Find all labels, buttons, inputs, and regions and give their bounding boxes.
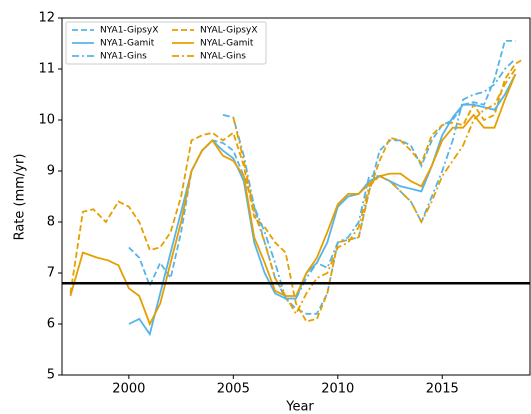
series-line — [232, 68, 517, 316]
y-tick-label: 7 — [47, 266, 55, 281]
series-line — [69, 58, 525, 323]
x-tick-label: 2005 — [217, 382, 250, 397]
plot-frame — [61, 17, 531, 376]
legend: NYA1-GipsyX NYAL-GipsyX NYA1-Gamit NYAL-Gam… — [65, 21, 267, 65]
series-line — [69, 73, 517, 327]
x-tick-label: 2015 — [426, 382, 459, 397]
y-tick-label: 5 — [47, 368, 55, 383]
series-line — [128, 73, 517, 337]
y-tick-label: 8 — [47, 215, 55, 230]
x-axis-label: Year — [285, 400, 314, 414]
y-tick-label: 10 — [38, 113, 55, 128]
legend-box — [65, 21, 267, 65]
y-tick-label: 11 — [38, 62, 55, 77]
x-tick-label: 2000 — [112, 382, 145, 397]
legend-label: NYA1-Gins — [100, 52, 147, 62]
y-axis-label: Rate (mm/yr) — [13, 154, 28, 241]
series-line — [222, 58, 517, 300]
legend-label: NYAL-Gamit — [200, 39, 254, 49]
series-line — [128, 40, 516, 315]
legend-label: NYAL-Gins — [200, 52, 246, 62]
legend-label: NYA1-Gamit — [100, 39, 155, 49]
legend-label: NYAL-GipsyX — [200, 26, 258, 36]
x-tick-label: 2010 — [321, 382, 354, 397]
y-tick-label: 6 — [47, 317, 55, 332]
y-tick-label: 12 — [38, 11, 55, 26]
y-tick-label: 9 — [47, 164, 55, 179]
legend-label: NYA1-GipsyX — [100, 26, 158, 36]
